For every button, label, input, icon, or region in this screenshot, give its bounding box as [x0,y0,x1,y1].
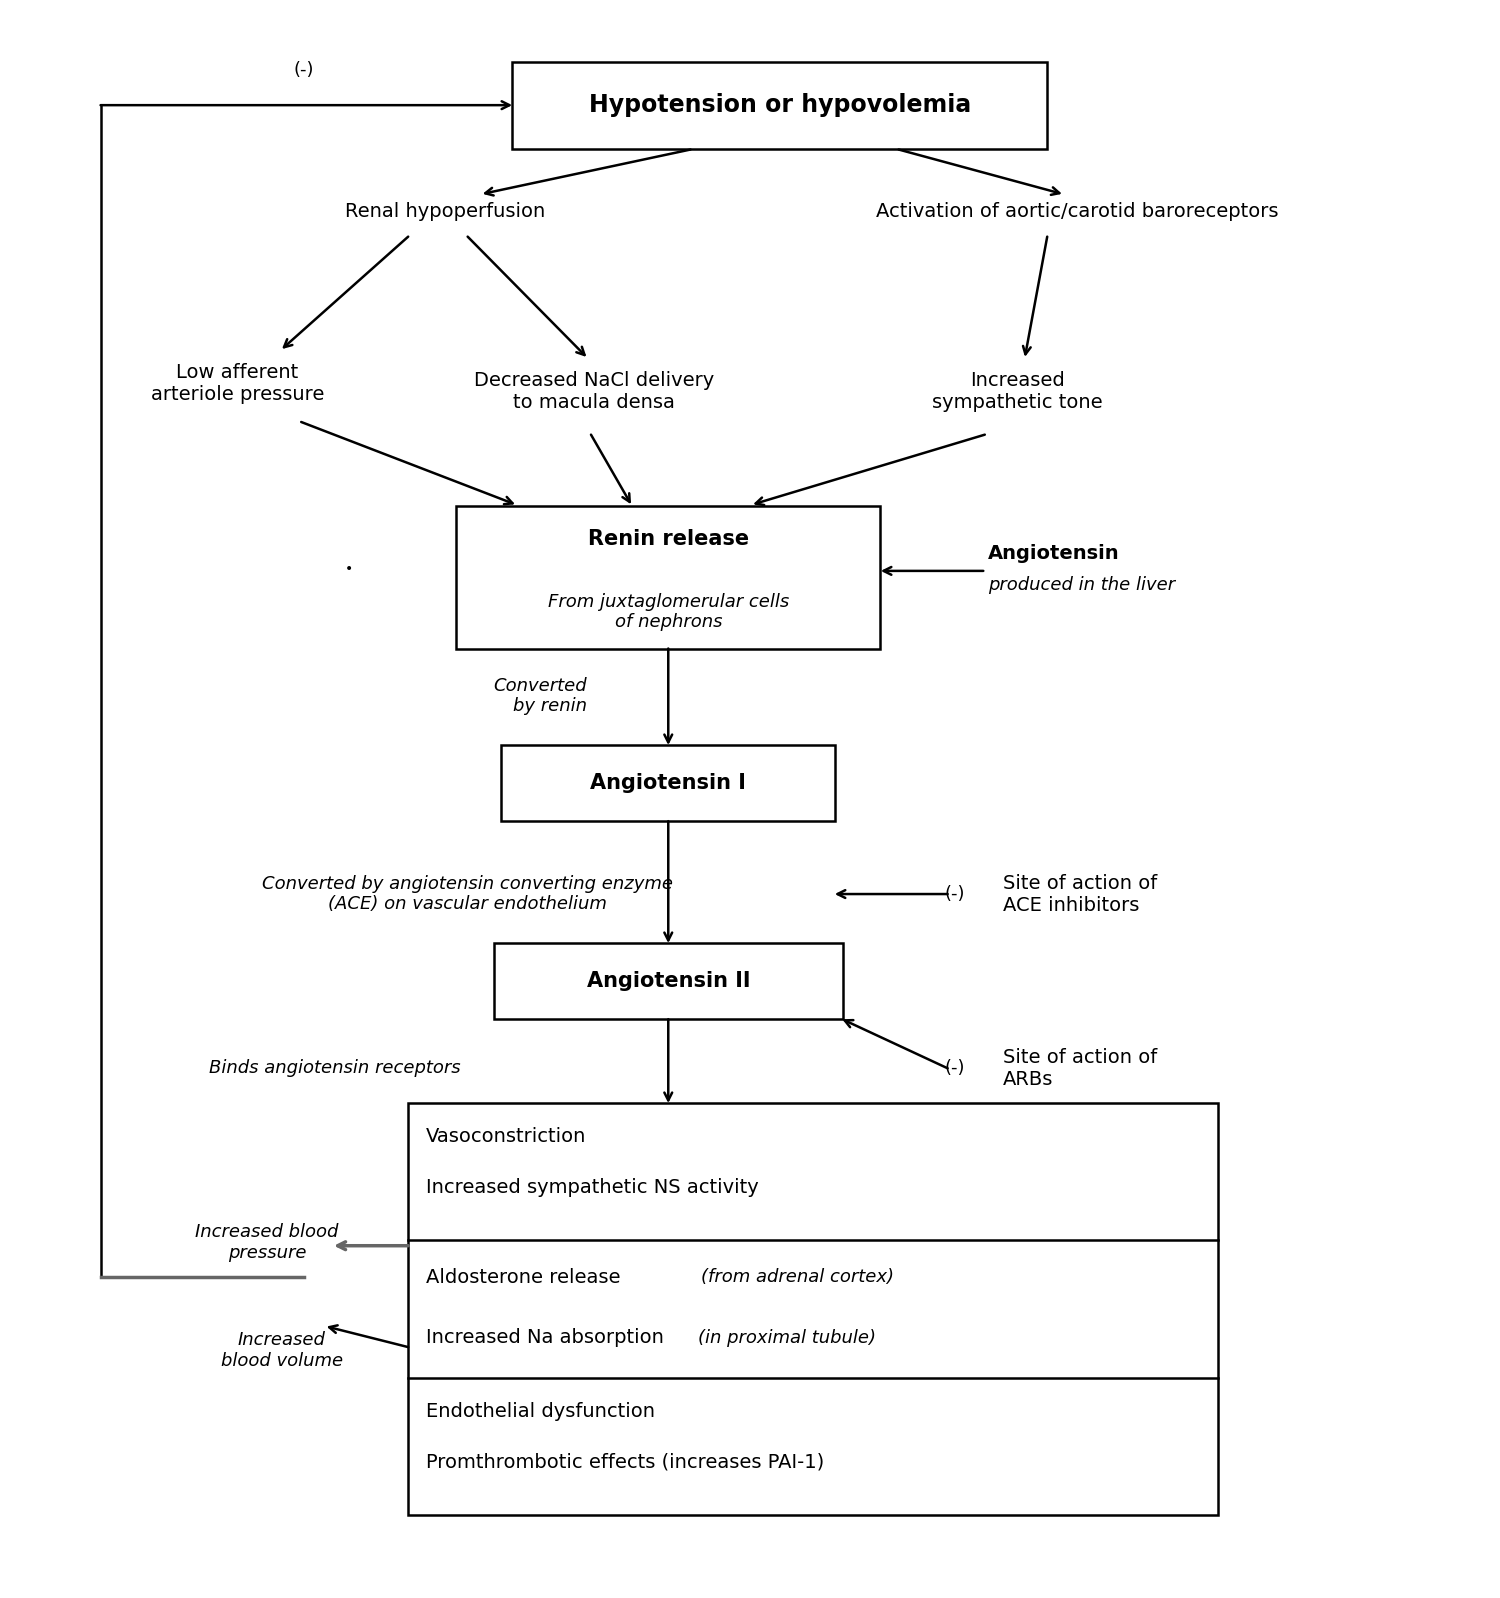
Text: Converted
by renin: Converted by renin [494,676,586,716]
Text: Renin release: Renin release [588,529,748,550]
Text: Site of action of
ACE inhibitors: Site of action of ACE inhibitors [1002,874,1156,914]
Text: (-): (-) [294,61,315,80]
Text: Increased Na absorption: Increased Na absorption [426,1328,670,1347]
Text: Binds angiotensin receptors: Binds angiotensin receptors [209,1059,460,1077]
Text: Angiotensin II: Angiotensin II [586,972,750,991]
Text: Site of action of
ARBs: Site of action of ARBs [1002,1048,1156,1088]
Text: Vasoconstriction: Vasoconstriction [426,1127,586,1146]
FancyBboxPatch shape [494,943,843,1020]
Text: (from adrenal cortex): (from adrenal cortex) [700,1269,894,1286]
Text: produced in the liver: produced in the liver [988,577,1174,594]
FancyBboxPatch shape [501,745,836,821]
Text: Increased
blood volume: Increased blood volume [220,1331,344,1369]
Text: Increased blood
pressure: Increased blood pressure [195,1222,339,1262]
Text: Renal hypoperfusion: Renal hypoperfusion [345,201,546,221]
Text: Increased sympathetic NS activity: Increased sympathetic NS activity [426,1178,759,1197]
Text: (-): (-) [945,1059,966,1077]
Text: Aldosterone release: Aldosterone release [426,1267,627,1286]
Text: Decreased NaCl delivery
to macula densa: Decreased NaCl delivery to macula densa [474,371,714,412]
Text: Converted by angiotensin converting enzyme
(ACE) on vascular endothelium: Converted by angiotensin converting enzy… [262,874,674,914]
Text: Angiotensin: Angiotensin [988,543,1119,562]
Text: (-): (-) [945,885,966,903]
Text: Endothelial dysfunction: Endothelial dysfunction [426,1401,656,1421]
Text: (in proximal tubule): (in proximal tubule) [698,1328,876,1347]
FancyBboxPatch shape [408,1103,1218,1515]
Text: From juxtaglomerular cells
of nephrons: From juxtaglomerular cells of nephrons [548,593,789,631]
Text: Promthrombotic effects (increases PAI-1): Promthrombotic effects (increases PAI-1) [426,1453,825,1472]
Text: •: • [345,562,352,577]
FancyBboxPatch shape [456,507,880,649]
FancyBboxPatch shape [512,62,1047,149]
Text: Low afferent
arteriole pressure: Low afferent arteriole pressure [150,363,324,404]
Text: Hypotension or hypovolemia: Hypotension or hypovolemia [588,93,970,117]
Text: Activation of aortic/carotid baroreceptors: Activation of aortic/carotid barorecepto… [876,201,1278,221]
Text: Increased
sympathetic tone: Increased sympathetic tone [932,371,1102,412]
Text: Angiotensin I: Angiotensin I [591,773,746,793]
